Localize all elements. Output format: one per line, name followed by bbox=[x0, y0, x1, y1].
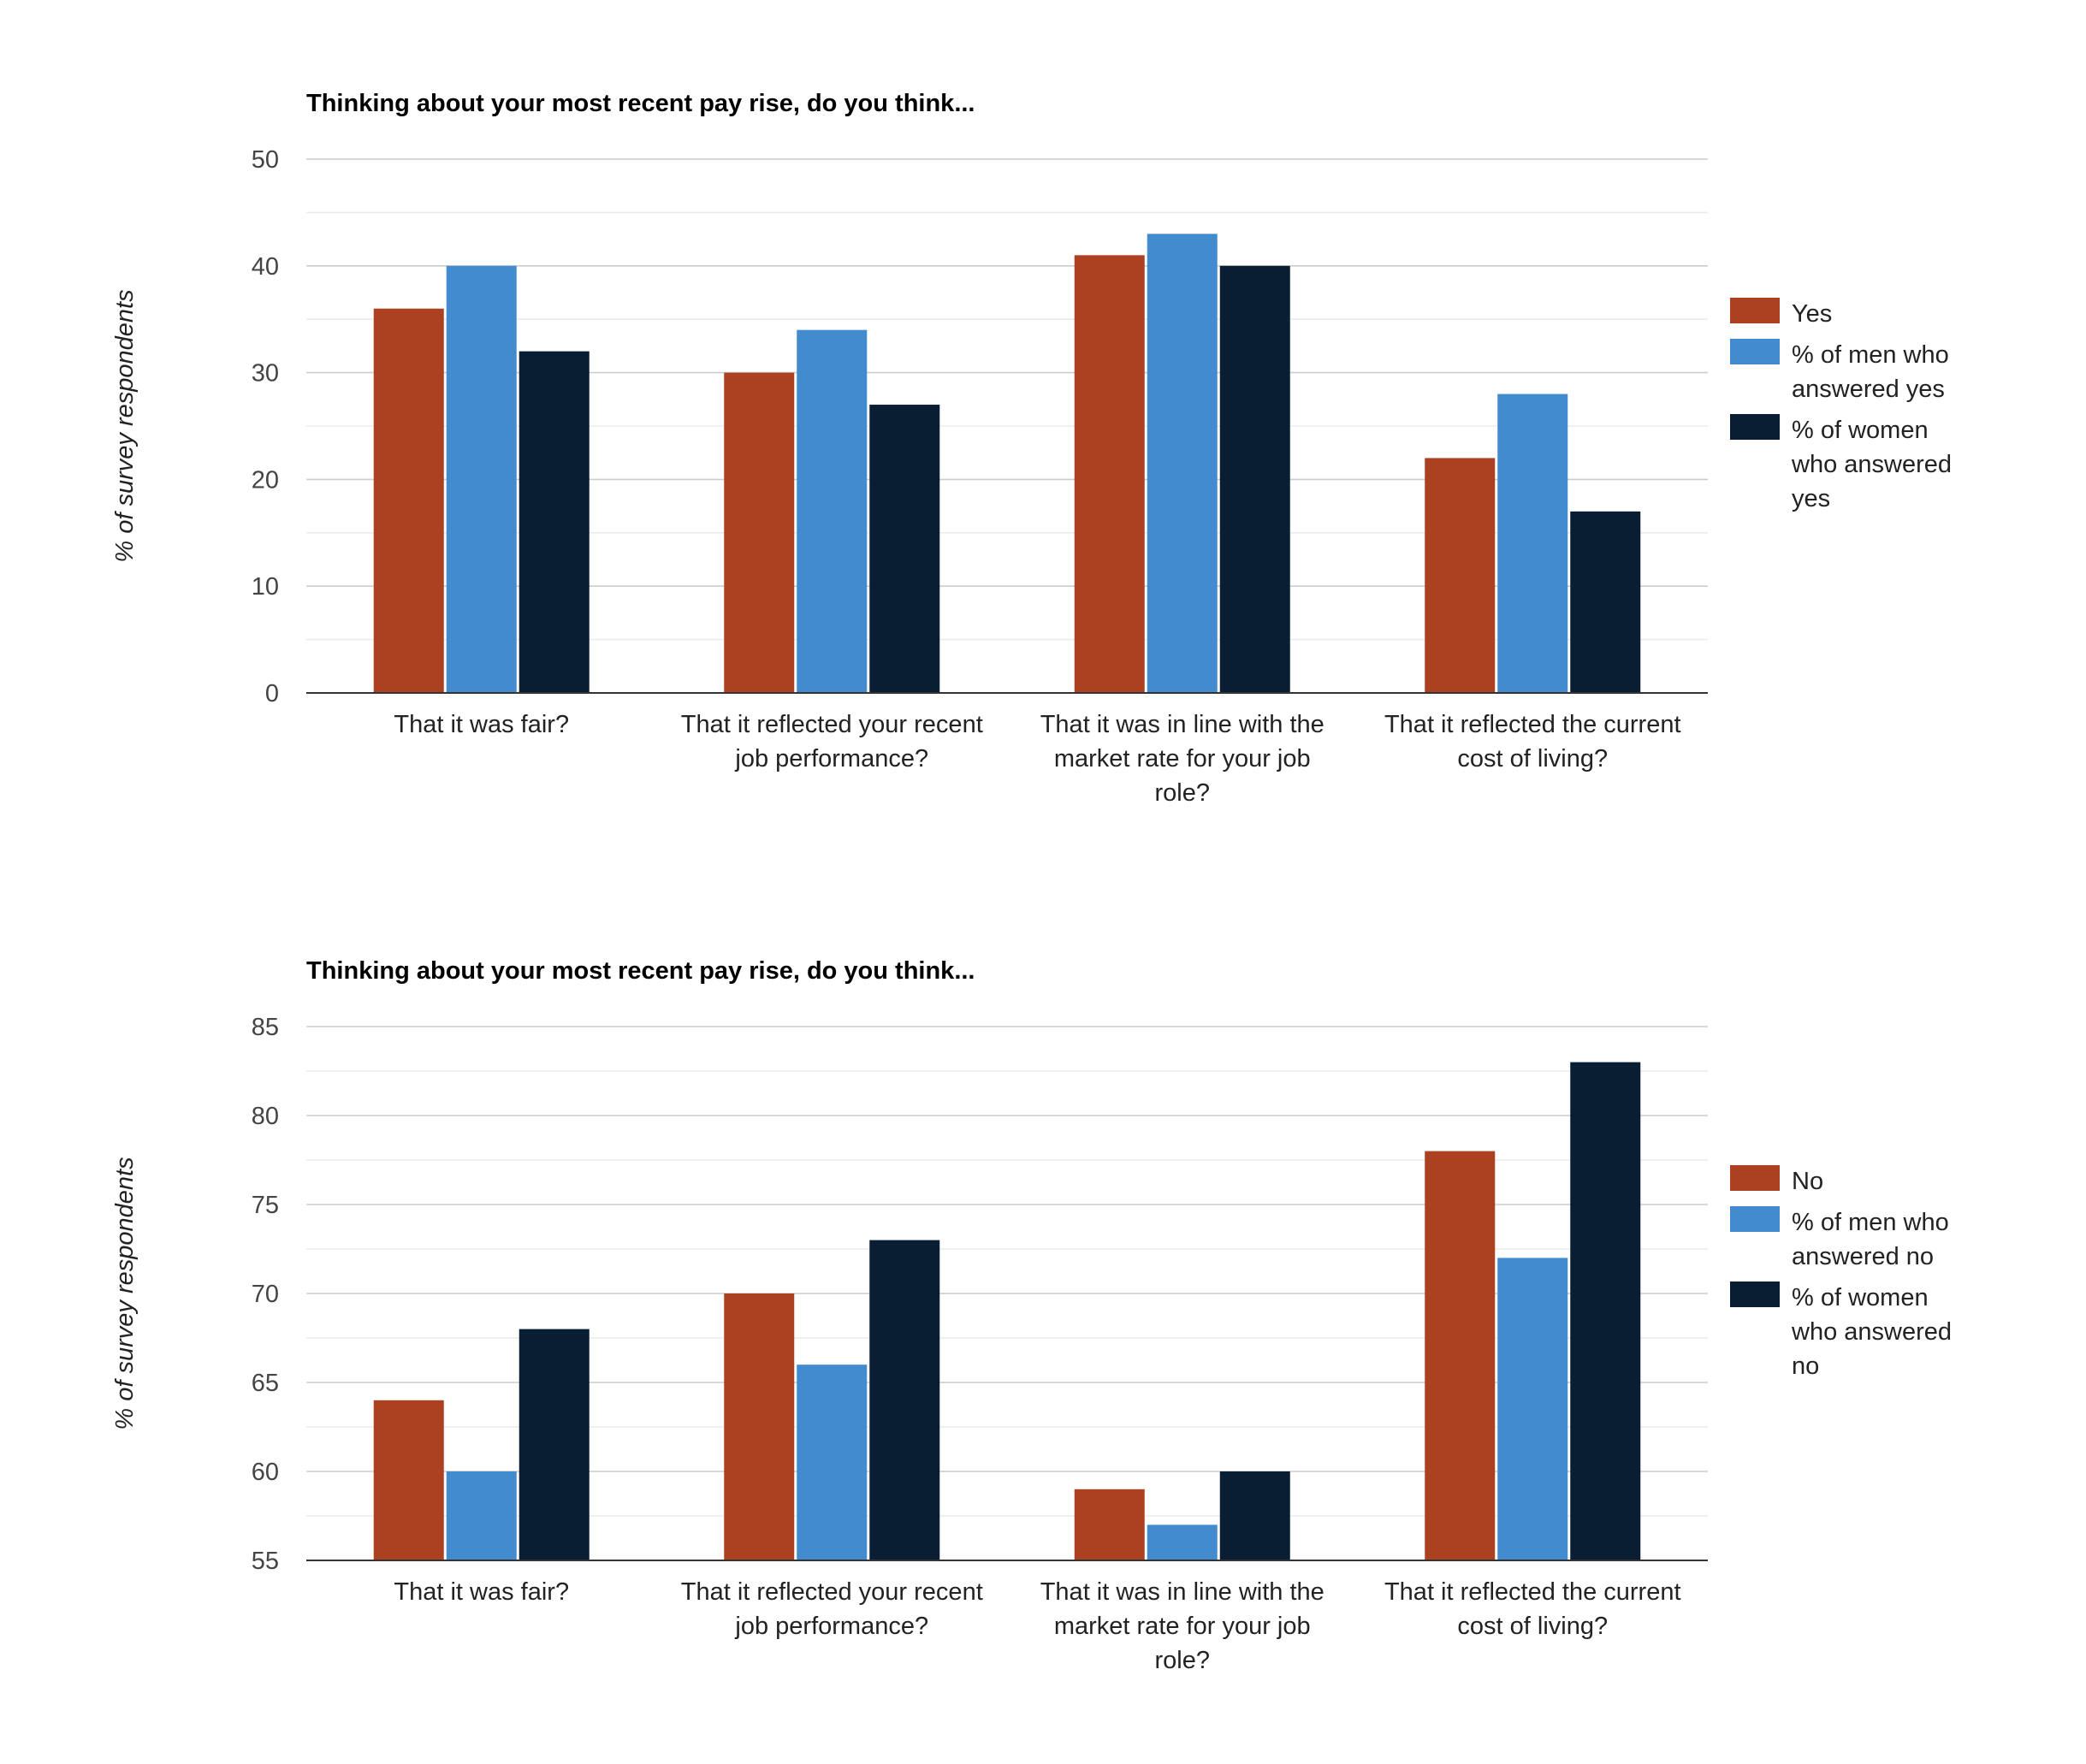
legend-swatch-series-1 bbox=[1730, 1165, 1780, 1191]
legend-label-series-1: Yes bbox=[1792, 300, 1832, 328]
x-category-label: That it was in line with the bbox=[1040, 1578, 1324, 1606]
x-category-label: market rate for your job bbox=[1054, 1613, 1311, 1640]
bar-series-2 bbox=[1147, 1524, 1218, 1560]
legend-label-series-3: no bbox=[1792, 1353, 1819, 1380]
bar-series-2 bbox=[1497, 394, 1568, 693]
bar-series-1 bbox=[724, 372, 795, 693]
x-category-label: job performance? bbox=[734, 1613, 928, 1640]
legend-label-series-1: No bbox=[1792, 1168, 1823, 1195]
bar-series-2 bbox=[797, 329, 868, 693]
bar-series-1 bbox=[1074, 1489, 1145, 1560]
chart-title: Thinking about your most recent pay rise… bbox=[306, 90, 975, 117]
legend-label-series-3: % of women bbox=[1792, 417, 1929, 444]
y-tick-label: 0 bbox=[265, 680, 279, 707]
legend-swatch-series-3 bbox=[1730, 414, 1780, 440]
y-tick-label: 70 bbox=[252, 1281, 279, 1308]
bar-series-2 bbox=[446, 265, 517, 693]
bar-series-2 bbox=[1497, 1258, 1568, 1560]
x-category-label: cost of living? bbox=[1457, 745, 1608, 772]
legend-label-series-2: % of men who bbox=[1792, 341, 1949, 369]
bar-series-2 bbox=[797, 1364, 868, 1560]
x-category-label: job performance? bbox=[734, 745, 928, 772]
x-category-label: That it was fair? bbox=[394, 711, 569, 738]
legend-label-series-3: yes bbox=[1792, 485, 1830, 512]
bar-series-3 bbox=[519, 1329, 590, 1560]
bar-series-1 bbox=[724, 1293, 795, 1560]
bar-series-3 bbox=[1219, 1471, 1290, 1560]
bar-series-3 bbox=[1570, 511, 1641, 693]
bar-series-3 bbox=[869, 405, 940, 693]
y-tick-label: 80 bbox=[252, 1103, 279, 1130]
legend-label-series-3: who answered bbox=[1791, 1318, 1952, 1346]
x-category-label: That it was fair? bbox=[394, 1578, 569, 1606]
y-axis-label: % of survey respondents bbox=[111, 289, 139, 562]
bar-series-1 bbox=[373, 1400, 444, 1560]
chart-title: Thinking about your most recent pay rise… bbox=[306, 957, 975, 985]
bar-series-1 bbox=[1425, 1151, 1496, 1560]
y-tick-label: 55 bbox=[252, 1548, 279, 1575]
x-category-label: That it reflected your recent bbox=[681, 1578, 983, 1606]
x-category-label: role? bbox=[1155, 1647, 1211, 1674]
no-chart: Thinking about your most recent pay rise… bbox=[111, 957, 1952, 1674]
y-tick-label: 10 bbox=[252, 573, 279, 601]
y-tick-label: 20 bbox=[252, 466, 279, 494]
y-tick-label: 50 bbox=[252, 146, 279, 174]
bar-series-1 bbox=[373, 308, 444, 693]
legend-swatch-series-2 bbox=[1730, 339, 1780, 364]
legend-swatch-series-3 bbox=[1730, 1282, 1780, 1307]
legend-swatch-series-1 bbox=[1730, 298, 1780, 323]
bar-series-3 bbox=[519, 351, 590, 693]
y-tick-label: 60 bbox=[252, 1459, 279, 1486]
bar-series-1 bbox=[1425, 458, 1496, 693]
y-tick-label: 40 bbox=[252, 253, 279, 281]
legend-label-series-3: who answered bbox=[1791, 451, 1952, 478]
bar-series-3 bbox=[869, 1240, 940, 1560]
x-category-label: That it reflected the current bbox=[1384, 711, 1681, 738]
legend-label-series-2: answered yes bbox=[1792, 376, 1945, 403]
legend-label-series-2: answered no bbox=[1792, 1243, 1934, 1270]
x-category-label: That it reflected the current bbox=[1384, 1578, 1681, 1606]
x-category-label: market rate for your job bbox=[1054, 745, 1311, 772]
y-axis-label: % of survey respondents bbox=[111, 1157, 139, 1430]
x-category-label: role? bbox=[1155, 779, 1211, 807]
y-tick-label: 75 bbox=[252, 1192, 279, 1219]
legend-label-series-3: % of women bbox=[1792, 1284, 1929, 1311]
x-category-label: cost of living? bbox=[1457, 1613, 1608, 1640]
bar-series-2 bbox=[446, 1471, 517, 1560]
yes-chart: Thinking about your most recent pay rise… bbox=[111, 90, 1952, 807]
y-tick-label: 85 bbox=[252, 1014, 279, 1041]
x-category-label: That it was in line with the bbox=[1040, 711, 1324, 738]
bar-series-1 bbox=[1074, 255, 1145, 693]
y-tick-label: 30 bbox=[252, 360, 279, 388]
bar-series-2 bbox=[1147, 234, 1218, 693]
y-tick-label: 65 bbox=[252, 1370, 279, 1397]
legend-label-series-2: % of men who bbox=[1792, 1209, 1949, 1236]
bar-series-3 bbox=[1219, 265, 1290, 693]
legend-swatch-series-2 bbox=[1730, 1206, 1780, 1232]
x-category-label: That it reflected your recent bbox=[681, 711, 983, 738]
bar-series-3 bbox=[1570, 1062, 1641, 1560]
